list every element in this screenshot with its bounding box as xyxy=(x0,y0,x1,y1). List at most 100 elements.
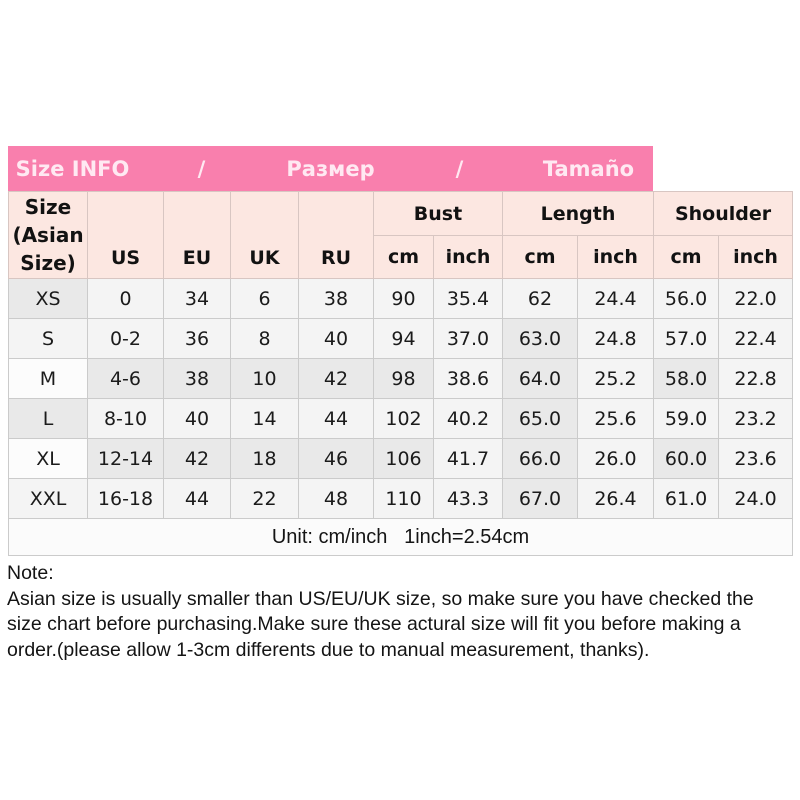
table-cell: 57.0 xyxy=(653,318,720,359)
table-cell: 23.6 xyxy=(718,438,794,479)
table-cell: 64.0 xyxy=(502,358,578,399)
table-cell: 40 xyxy=(163,398,231,439)
table-cell: 22.8 xyxy=(718,358,794,399)
table-cell: 23.2 xyxy=(718,398,794,439)
table-row: S 0-2 36 8 40 94 37.0 63.0 24.8 57.0 22.4 xyxy=(8,318,794,359)
table-cell: 8 xyxy=(230,318,299,359)
row-size-label: M xyxy=(8,358,88,399)
size-table: Size (Asian Size) US EU UK RU Bust Lengt… xyxy=(7,191,794,556)
table-cell: 61.0 xyxy=(653,478,720,519)
table-cell: 42 xyxy=(298,358,374,399)
table-cell: 8-10 xyxy=(87,398,164,439)
table-cell: 66.0 xyxy=(502,438,578,479)
table-cell: 106 xyxy=(373,438,434,479)
table-cell: 98 xyxy=(373,358,434,399)
unit-header-bust-inch: inch xyxy=(433,235,503,279)
table-cell: 18 xyxy=(230,438,299,479)
size-header-line: Size) xyxy=(20,251,76,275)
table-cell: 62 xyxy=(502,278,578,319)
table-cell: 14 xyxy=(230,398,299,439)
table-row: XL 12-14 42 18 46 106 41.7 66.0 26.0 60.0 23.6 xyxy=(8,438,794,479)
table-cell: 102 xyxy=(373,398,434,439)
table-cell: 40 xyxy=(298,318,374,359)
note-title: Note: xyxy=(7,562,54,584)
banner-separator: / xyxy=(197,156,206,181)
table-cell: 0-2 xyxy=(87,318,164,359)
table-cell: 12-14 xyxy=(87,438,164,479)
table-cell: 67.0 xyxy=(502,478,578,519)
banner-title-es: Tamaño xyxy=(542,156,635,181)
table-cell: 34 xyxy=(163,278,231,319)
table-cell: 38.6 xyxy=(433,358,503,399)
table-cell: 48 xyxy=(298,478,374,519)
note-line: Asian size is usually smaller than US/EU… xyxy=(7,587,754,610)
table-cell: 90 xyxy=(373,278,434,319)
table-cell: 41.7 xyxy=(433,438,503,479)
size-header-line: Size xyxy=(24,195,72,219)
table-cell: 58.0 xyxy=(653,358,720,399)
table-cell: 6 xyxy=(230,278,299,319)
table-cell: 24.8 xyxy=(576,318,655,359)
col-header-eu: EU xyxy=(163,191,231,279)
table-cell: 40.2 xyxy=(433,398,503,439)
banner-title-ru: Размер xyxy=(286,156,375,181)
table-cell: 43.3 xyxy=(433,478,503,519)
table-cell: 46 xyxy=(298,438,374,479)
table-cell: 37.0 xyxy=(433,318,503,359)
banner-blank-area xyxy=(653,146,792,191)
table-cell: 44 xyxy=(163,478,231,519)
table-cell: 22.4 xyxy=(718,318,794,359)
table-cell: 36 xyxy=(163,318,231,359)
unit-header-length-cm: cm xyxy=(502,235,578,279)
table-cell: 24.4 xyxy=(576,278,655,319)
banner-separator: / xyxy=(455,156,464,181)
unit-header-bust-cm: cm xyxy=(373,235,434,279)
table-cell: 65.0 xyxy=(502,398,578,439)
size-chart: Size INFO / Размер / Tamaño Size (Asian xyxy=(7,146,794,556)
row-size-label: XS xyxy=(8,278,88,319)
table-cell: 94 xyxy=(373,318,434,359)
col-header-length: Length xyxy=(501,191,655,236)
table-cell: 0 xyxy=(87,278,164,319)
note-line: order.(please allow 1-3cm differents due… xyxy=(7,638,650,661)
table-cell: 10 xyxy=(230,358,299,399)
table-cell: 59.0 xyxy=(653,398,720,439)
table-row: M 4-6 38 10 42 98 38.6 64.0 25.2 58.0 22.8 xyxy=(8,358,794,399)
col-header-bust: Bust xyxy=(373,191,503,236)
row-size-label: L xyxy=(8,398,88,439)
row-size-label: XL xyxy=(8,438,88,479)
unit-header-shoulder-inch: inch xyxy=(718,235,794,279)
table-cell: 4-6 xyxy=(87,358,164,399)
table-cell: 26.4 xyxy=(576,478,655,519)
col-header-uk: UK xyxy=(230,191,299,279)
col-header-ru: RU xyxy=(298,191,374,279)
table-cell: 24.0 xyxy=(718,478,794,519)
table-cell: 35.4 xyxy=(433,278,503,319)
table-cell: 26.0 xyxy=(576,438,655,479)
col-header-us: US xyxy=(87,191,164,279)
table-cell: 56.0 xyxy=(653,278,720,319)
col-header-shoulder: Shoulder xyxy=(653,191,794,236)
table-cell: 16-18 xyxy=(87,478,164,519)
row-size-label: XXL xyxy=(8,478,88,519)
table-cell: 25.2 xyxy=(576,358,655,399)
table-cell: 22 xyxy=(230,478,299,519)
table-cell: 38 xyxy=(298,278,374,319)
unit-note: Unit: cm/inch 1inch=2.54cm xyxy=(7,518,794,556)
banner-title-en: Size INFO xyxy=(15,156,130,181)
banner: Size INFO / Размер / Tamaño xyxy=(8,146,792,191)
table-cell: 38 xyxy=(163,358,231,399)
size-header-line: (Asian xyxy=(12,223,84,247)
col-header-size: Size (Asian Size) xyxy=(8,191,88,279)
table-row: XS 0 34 6 38 90 35.4 62 24.4 56.0 22.0 xyxy=(8,278,794,319)
table-row: L 8-10 40 14 44 102 40.2 65.0 25.6 59.0 23.2 xyxy=(8,398,794,439)
banner-pink-bar: Size INFO / Размер / Tamaño xyxy=(8,146,653,191)
table-cell: 44 xyxy=(298,398,374,439)
note-section: Note: Asian size is usually smaller than… xyxy=(7,561,793,663)
row-size-label: S xyxy=(8,318,88,359)
table-cell: 22.0 xyxy=(718,278,794,319)
unit-header-length-inch: inch xyxy=(576,235,655,279)
table-cell: 25.6 xyxy=(576,398,655,439)
note-line: size chart before purchasing.Make sure t… xyxy=(7,613,741,635)
